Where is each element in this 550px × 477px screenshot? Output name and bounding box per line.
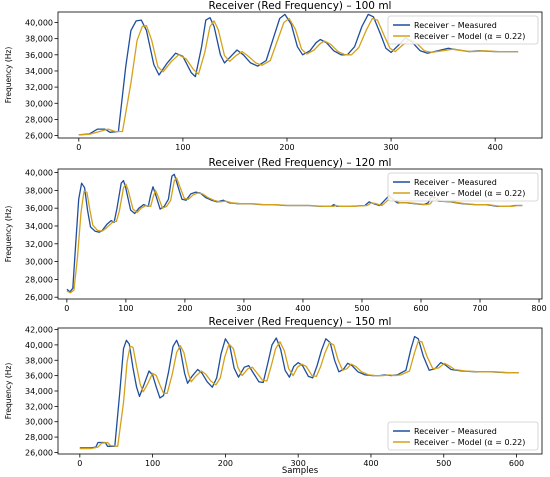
x-tick-label: 500 <box>436 459 451 468</box>
chart-panel-150ml: Receiver (Red Frequency) – 150 ml Frequen… <box>4 316 543 468</box>
y-tick-label: 30,000 <box>25 418 53 427</box>
chart-title: Receiver (Red Frequency) – 150 ml <box>209 316 392 328</box>
x-axis-label: Samples <box>282 466 319 476</box>
y-tick-label: 36,000 <box>25 51 53 60</box>
legend-entry: Receiver – Measured <box>414 178 497 187</box>
legend-entry: Receiver – Measured <box>414 427 497 436</box>
x-tick-label: 100 <box>145 459 160 468</box>
series-line-model <box>66 177 523 294</box>
y-tick-label: 30,000 <box>25 258 53 267</box>
x-tick-label: 300 <box>291 459 306 468</box>
x-tick-label: 300 <box>236 304 251 313</box>
legend-entry: Receiver – Measured <box>414 21 497 30</box>
x-tick-label: 600 <box>413 304 428 313</box>
x-tick-label: 100 <box>175 143 190 152</box>
y-tick-label: 28,000 <box>25 115 53 124</box>
y-tick-label: 40,000 <box>25 19 53 28</box>
x-tick-label: 0 <box>77 459 82 468</box>
y-tick-label: 42,000 <box>25 326 53 335</box>
series-line-model <box>79 340 519 450</box>
x-tick-label: 600 <box>509 459 524 468</box>
legend: Receiver – Measured Receiver – Model (α =… <box>387 172 539 202</box>
y-tick-label: 30,000 <box>25 99 53 108</box>
x-tick-label: 300 <box>383 143 398 152</box>
y-tick-label: 34,000 <box>25 67 53 76</box>
y-tick-label: 36,000 <box>25 204 53 213</box>
y-tick-label: 32,000 <box>25 240 53 249</box>
x-tick-label: 400 <box>488 143 503 152</box>
y-tick-label: 34,000 <box>25 222 53 231</box>
series-line-measured <box>79 335 519 449</box>
y-tick-label: 28,000 <box>25 275 53 284</box>
x-tick-label: 700 <box>472 304 487 313</box>
chart-title: Receiver (Red Frequency) – 100 ml <box>209 0 392 12</box>
y-tick-label: 32,000 <box>25 83 53 92</box>
y-tick-label: 26,000 <box>25 132 53 141</box>
legend-box <box>387 172 539 202</box>
y-tick-label: 38,000 <box>25 356 53 365</box>
chart-panel-100ml: Receiver (Red Frequency) – 100 ml Frequen… <box>4 0 543 152</box>
x-tick-label: 200 <box>279 143 294 152</box>
chart-title: Receiver (Red Frequency) – 120 ml <box>209 157 392 169</box>
y-tick-label: 28,000 <box>25 433 53 442</box>
legend: Receiver – Measured Receiver – Model (α =… <box>387 421 539 451</box>
legend-box <box>387 15 539 45</box>
y-tick-label: 40,000 <box>25 341 53 350</box>
y-tick-label: 26,000 <box>25 448 53 457</box>
legend-entry: Receiver – Model (α = 0.22) <box>414 32 525 41</box>
plot-frame <box>57 11 543 139</box>
legend-entry: Receiver – Model (α = 0.22) <box>414 438 525 447</box>
x-tick-label: 0 <box>76 143 81 152</box>
y-axis-label: Frequency (Hz) <box>4 206 13 263</box>
x-tick-label: 400 <box>295 304 310 313</box>
x-tick-label: 100 <box>118 304 133 313</box>
x-tick-label: 200 <box>218 459 233 468</box>
y-tick-label: 32,000 <box>25 402 53 411</box>
y-tick-label: 26,000 <box>25 293 53 302</box>
y-tick-label: 40,000 <box>25 169 53 178</box>
legend-entry: Receiver – Model (α = 0.22) <box>414 189 525 198</box>
x-tick-label: 0 <box>64 304 69 313</box>
x-tick-label: 500 <box>354 304 369 313</box>
y-tick-label: 36,000 <box>25 372 53 381</box>
y-tick-label: 34,000 <box>25 387 53 396</box>
y-tick-label: 38,000 <box>25 186 53 195</box>
legend: Receiver – Measured Receiver – Model (α =… <box>387 15 539 45</box>
x-tick-label: 800 <box>531 304 546 313</box>
y-axis-label: Frequency (Hz) <box>4 47 13 104</box>
legend-box <box>387 421 539 451</box>
y-tick-label: 38,000 <box>25 35 53 44</box>
x-tick-label: 200 <box>177 304 192 313</box>
chart-panel-120ml: Receiver (Red Frequency) – 120 ml Frequen… <box>4 157 547 313</box>
y-axis-label: Frequency (Hz) <box>4 363 13 420</box>
x-tick-label: 400 <box>363 459 378 468</box>
plot-frame <box>57 168 543 300</box>
